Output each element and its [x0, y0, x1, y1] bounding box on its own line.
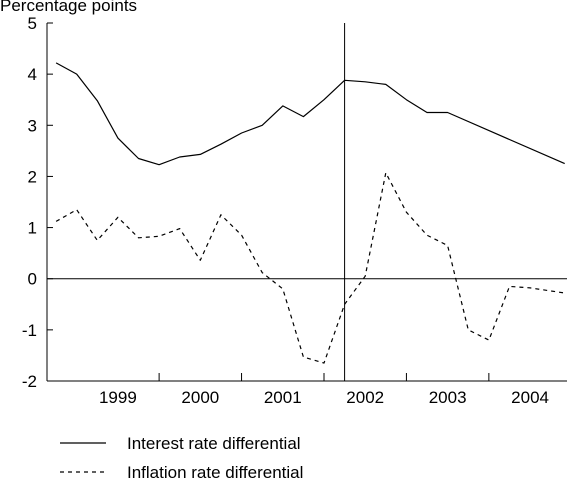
- x-tick-label: 2001: [264, 388, 302, 407]
- y-tick-label: 1: [28, 219, 37, 238]
- inflation-rate-line: [55, 172, 565, 364]
- y-tick-label: -1: [22, 321, 37, 340]
- y-tick-label: 5: [28, 14, 37, 33]
- legend: Interest rate differential Inflation rate…: [60, 434, 303, 482]
- x-tick-label: 2000: [181, 388, 219, 407]
- y-tick-label: -2: [22, 372, 37, 391]
- x-tick-label: 1999: [99, 388, 137, 407]
- y-axis-title: Percentage points: [0, 0, 137, 15]
- interest-rate-line: [55, 62, 565, 166]
- x-tick-label: 2003: [429, 388, 467, 407]
- legend-label: Interest rate differential: [127, 434, 301, 453]
- y-tick-label: 4: [28, 65, 37, 84]
- legend-label: Inflation rate differential: [127, 463, 303, 482]
- reference-lines: [47, 23, 567, 381]
- series-lines: [55, 62, 565, 364]
- x-tick-label: 2004: [511, 388, 549, 407]
- plot-frame: [46, 23, 567, 382]
- y-tick-label: 0: [28, 270, 37, 289]
- x-axis: 1999 2000 2001 2002 2003 2004: [99, 373, 549, 407]
- x-tick-label: 2002: [346, 388, 384, 407]
- y-tick-label: 3: [28, 116, 37, 135]
- y-axis: -2 -1 0 1 2 3 4 5: [22, 14, 53, 391]
- y-tick-label: 2: [28, 167, 37, 186]
